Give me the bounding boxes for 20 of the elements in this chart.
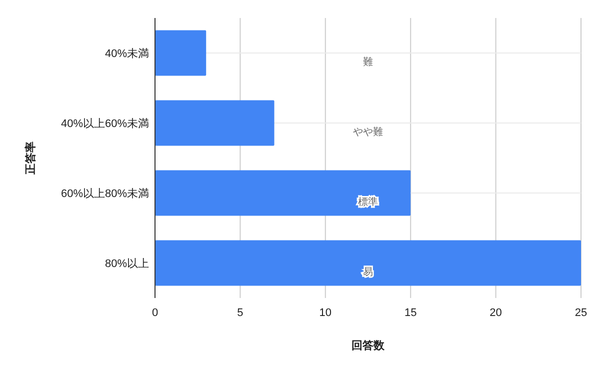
bar [155,100,274,146]
y-tick-label: 40%以上60%未満 [60,117,149,130]
bar [155,30,206,76]
x-tick-label: 25 [574,307,588,319]
annotation: 標準 [358,196,378,208]
annotation: 難 [363,56,373,68]
y-tick-label: 40%未満 [104,47,149,60]
annotation: 易 [363,267,373,278]
bar [155,240,581,286]
x-axis-title: 回答数 [352,339,386,352]
x-tick-label: 5 [237,307,244,319]
annotation: やや難 [353,126,383,138]
x-tick-label: 15 [404,307,417,319]
x-tick-label: 10 [319,307,332,319]
x-tick-label: 20 [490,307,502,319]
x-tick-label: 0 [152,307,158,319]
y-axis-title: 正答率 [24,142,37,176]
y-tick-label: 80%以上 [104,257,149,270]
bar [155,170,411,216]
y-tick-label: 60%以上80%未満 [60,187,149,200]
